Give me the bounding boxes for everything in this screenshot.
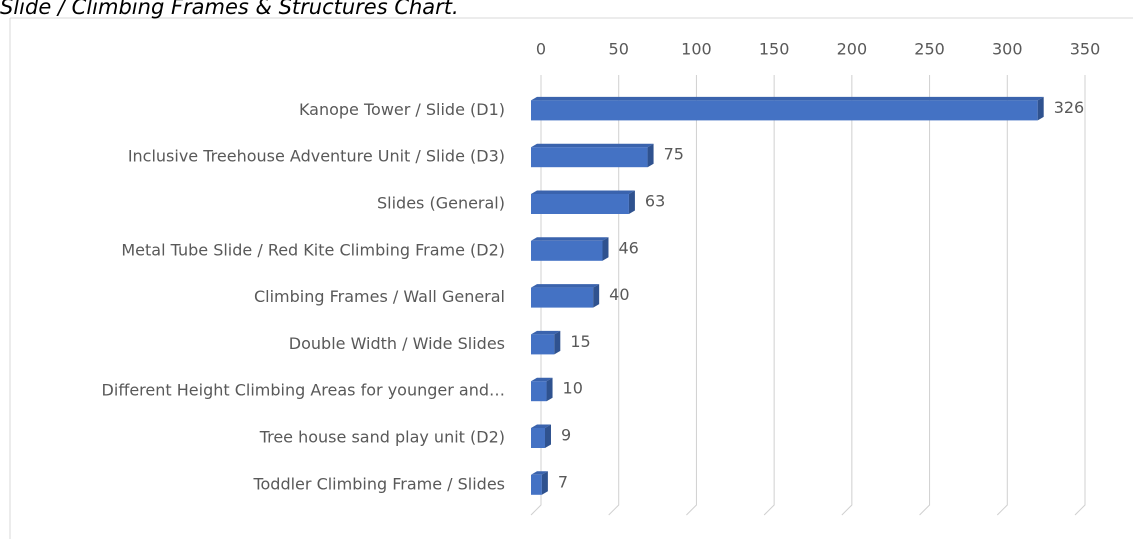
y-tick-label: Slides (General) [377,194,505,213]
bar [531,100,1038,121]
bar-top [531,471,548,475]
bar [531,334,555,355]
bar-top [531,143,654,148]
data-label: 75 [664,145,684,164]
grid-line [1074,75,1086,516]
bar-side [541,471,548,495]
bar-side [647,143,654,168]
bar-side [1037,96,1044,121]
bar-top [531,284,600,288]
data-label: 10 [563,379,583,398]
data-label: 40 [609,285,629,304]
bar-side [602,237,609,261]
grid-line [608,75,620,516]
grid-line [919,75,931,516]
bar-top [531,190,635,194]
grid-line [686,75,697,516]
bar-side [546,377,553,402]
bar-top [531,377,553,382]
data-label: 326 [1054,98,1085,117]
bar-side [544,424,551,448]
bar-top [531,424,551,428]
data-label: 63 [645,192,665,211]
bar-side [628,190,635,214]
y-tick-label: Different Height Climbing Areas for youn… [102,381,505,400]
bar-side [593,284,600,308]
y-tick-label: Toddler Climbing Frame / Slides [252,474,505,493]
y-tick-label: Inclusive Treehouse Adventure Unit / Sli… [128,147,505,166]
bar [531,381,547,402]
data-label: 46 [618,238,638,257]
grid-line [841,75,853,516]
bar-side [554,330,561,355]
grid-line [763,75,775,516]
x-tick-label: 150 [759,40,790,59]
y-tick-label: Metal Tube Slide / Red Kite Climbing Fra… [121,240,505,259]
y-tick-label: Kanope Tower / Slide (D1) [299,100,505,119]
y-tick-label: Double Width / Wide Slides [289,334,505,353]
x-tick-label: 250 [914,40,945,59]
bar [531,240,603,261]
bar [531,147,648,168]
x-tick-label: 100 [681,40,712,59]
y-tick-label: Climbing Frames / Wall General [254,287,505,306]
x-tick-label: 50 [609,40,629,59]
data-label: 9 [561,426,571,445]
bar [531,428,545,448]
bar [531,474,542,495]
bar [531,194,629,214]
grid-line [530,75,542,516]
x-tick-label: 0 [536,40,546,59]
bar [531,287,594,308]
grid-line [996,75,1008,516]
bar-top [531,237,609,241]
data-label: 15 [570,332,590,351]
x-tick-label: 300 [992,40,1023,59]
chart-title: Slide / Climbing Frames & Structures Cha… [0,0,459,19]
bar-top [531,96,1044,101]
x-tick-label: 350 [1070,40,1101,59]
x-tick-label: 200 [837,40,868,59]
data-label: 7 [558,472,568,491]
y-tick-label: Tree house sand play unit (D2) [259,428,505,447]
bar-top [531,330,561,335]
